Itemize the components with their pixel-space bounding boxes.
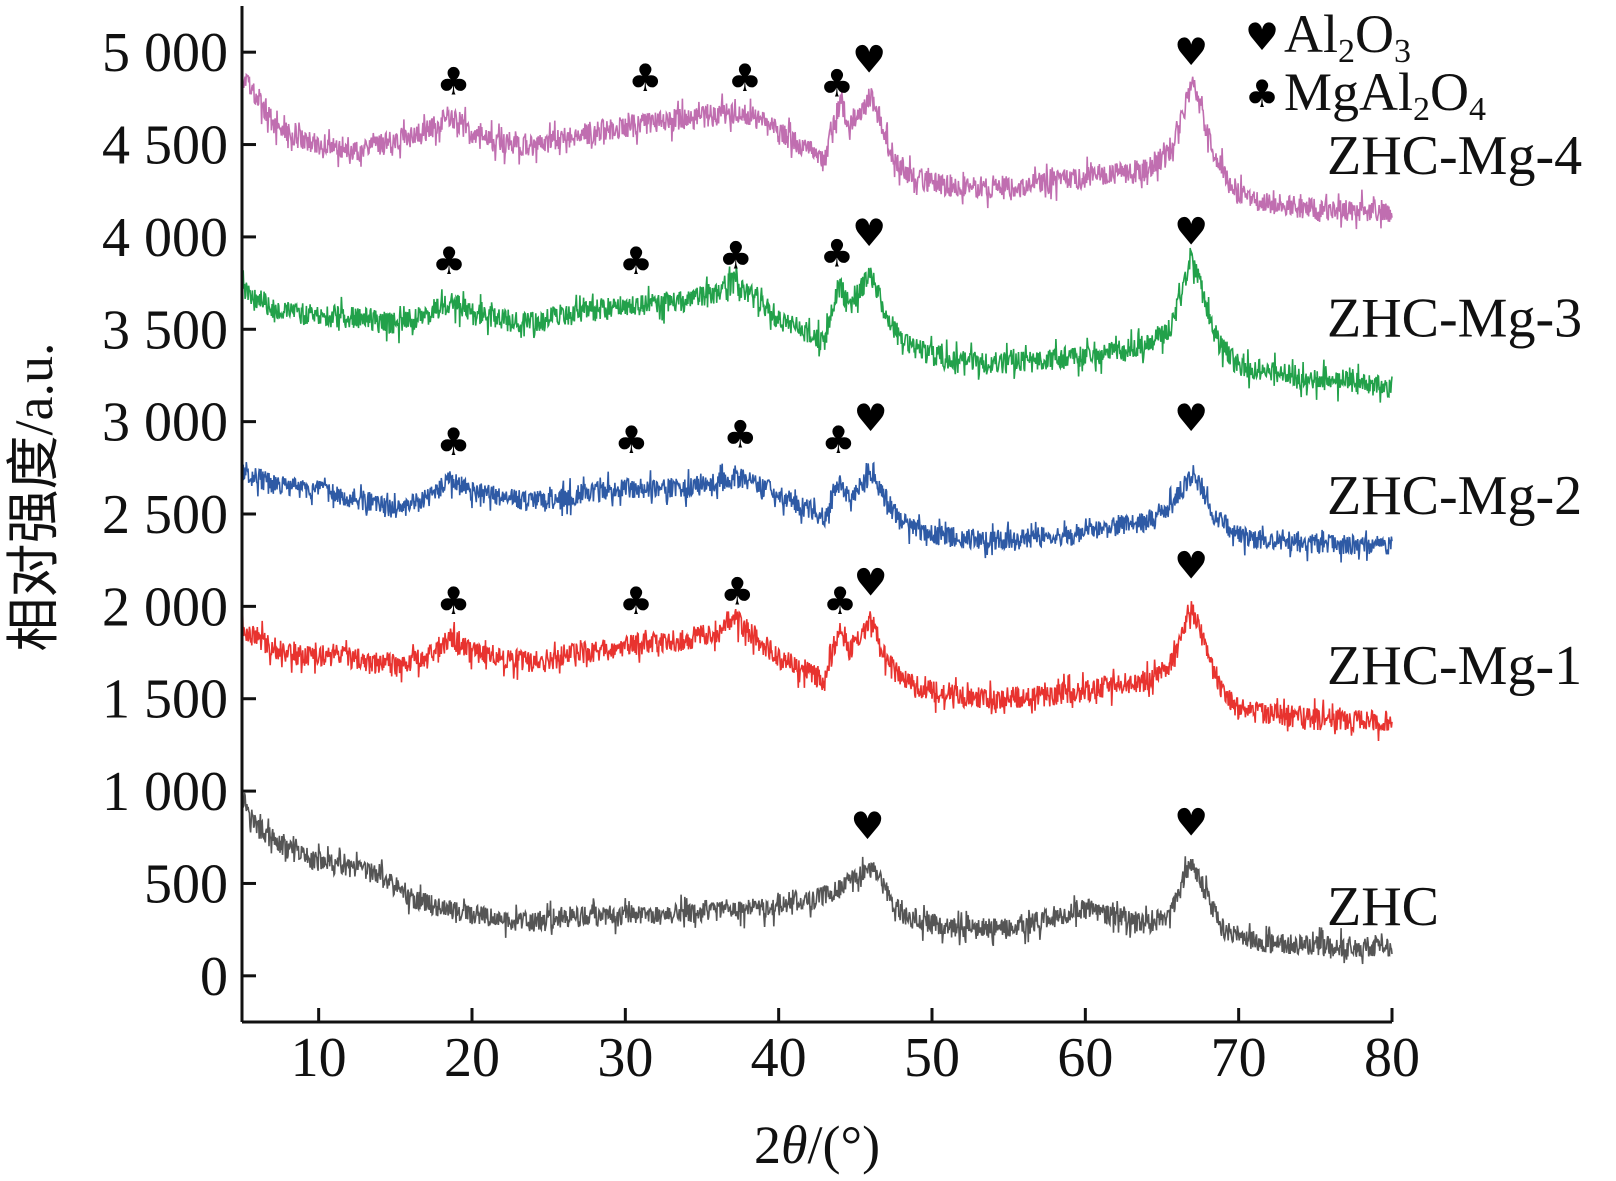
x-tick-label-60: 60 [1057,1027,1113,1089]
al2o3-peak-marker-zhc-mg-3-5: ♥ [1174,209,1208,253]
x-tick-label-40: 40 [751,1027,807,1089]
series-line-zhc-mg-2 [241,461,1393,563]
y-tick-label-3000: 3 000 [102,392,228,454]
y-tick-label-500: 500 [144,853,228,915]
legend-mgal2o4-label: MgAl2O4 [1284,62,1486,128]
al2o3-peak-marker-zhc-1: ♥ [1174,800,1208,844]
mgal2o4-peak-marker-zhc-mg-4-2: ♣ [728,56,762,100]
al2o3-peak-marker-zhc-mg-4-4: ♥ [852,38,886,82]
ticks: 10 20 30 40 50 60 70 80 0 500 1 000 1 500 2 000 2 500… [102,22,1420,1089]
legend-mgal2o4-symbol: ♣ [1245,72,1279,116]
mgal2o4-peak-marker-zhc-mg-4-1: ♣ [628,56,662,100]
series-label-zhc-mg-2: ZHC-Mg-2 [1327,465,1582,527]
series-line-zhc-mg-1 [241,601,1393,742]
y-tick-label-1500: 1 500 [102,669,228,731]
x-tick-label-80: 80 [1364,1027,1420,1089]
al2o3-peak-marker-zhc-mg-3-4: ♥ [852,211,886,255]
mgal2o4-peak-marker-zhc-mg-4-3: ♣ [820,62,854,106]
series-line-zhc [241,792,1393,965]
y-axis-title: 相对强度/a.u. [4,343,64,652]
y-tick-label-2000: 2 000 [102,576,228,638]
mgal2o4-peak-marker-zhc-mg-1-2: ♣ [720,570,754,614]
x-axis-title-suffix: /(°) [807,1115,880,1175]
y-tick-label-4500: 4 500 [102,115,228,177]
mgal2o4-peak-marker-zhc-mg-4-0: ♣ [437,60,471,104]
mgal2o4-peak-marker-zhc-mg-2-1: ♣ [614,418,648,462]
al2o3-peak-marker-zhc-mg-2-5: ♥ [1174,396,1208,440]
series-layer [241,72,1393,965]
mgal2o4-peak-marker-zhc-mg-2-3: ♣ [821,418,855,462]
x-tick-label-20: 20 [444,1027,500,1089]
series-label-zhc-mg-1: ZHC-Mg-1 [1327,635,1582,697]
x-tick-label-50: 50 [904,1027,960,1089]
x-axis-title-theta: θ [781,1115,808,1175]
y-tick-label-5000: 5 000 [102,22,228,84]
y-tick-label-0: 0 [200,946,228,1008]
mgal2o4-peak-marker-zhc-mg-3-2: ♣ [719,233,753,277]
series-labels: ZHC ZHC-Mg-1 ZHC-Mg-2 ZHC-Mg-3 ZHC-Mg-4 [1327,125,1582,938]
y-tick-label-3500: 3 500 [102,299,228,361]
mgal2o4-peak-marker-zhc-mg-2-2: ♣ [723,412,757,456]
al2o3-peak-marker-zhc-0: ♥ [851,804,885,848]
y-tick-label-4000: 4 000 [102,207,228,269]
legend-al2o3-label: Al2O3 [1284,4,1411,70]
mgal2o4-peak-marker-zhc-mg-3-1: ♣ [619,239,653,283]
x-axis-title: 2θ/(°) [754,1115,880,1175]
series-label-zhc-mg-3: ZHC-Mg-3 [1327,288,1582,350]
al2o3-peak-marker-zhc-mg-1-5: ♥ [1174,544,1208,588]
y-tick-label-1000: 1 000 [102,761,228,823]
series-label-zhc: ZHC [1327,876,1439,938]
mgal2o4-peak-marker-zhc-mg-3-0: ♣ [432,239,466,283]
al2o3-peak-marker-zhc-mg-2-4: ♥ [854,396,888,440]
x-tick-label-10: 10 [291,1027,347,1089]
legend: ♥ Al2O3 ♣ MgAl2O4 [1245,4,1486,128]
mgal2o4-peak-marker-zhc-mg-3-3: ♣ [820,231,854,275]
mgal2o4-peak-marker-zhc-mg-1-3: ♣ [823,579,857,623]
y-tick-label-2500: 2 500 [102,484,228,546]
series-line-zhc-mg-3 [241,247,1393,403]
x-axis-title-prefix: 2 [754,1115,781,1175]
mgal2o4-peak-marker-zhc-mg-1-0: ♣ [437,579,471,623]
series-line-zhc-mg-4 [241,72,1393,230]
mgal2o4-peak-marker-zhc-mg-2-0: ♣ [437,420,471,464]
series-label-zhc-mg-4: ZHC-Mg-4 [1327,125,1582,187]
al2o3-peak-marker-zhc-mg-4-5: ♥ [1174,30,1208,74]
mgal2o4-peak-marker-zhc-mg-1-1: ♣ [619,579,653,623]
x-tick-label-30: 30 [597,1027,653,1089]
al2o3-peak-marker-zhc-mg-1-4: ♥ [854,560,888,604]
legend-al2o3-symbol: ♥ [1245,15,1279,59]
peak-markers: ♥ ♥♣ ♣ ♣ ♣♥ ♥♣ ♣ ♣ ♣♥ ♥♣ ♣ ♣ ♣♥ ♥♣ ♣ ♣ ♣♥ ♥ [432,30,1208,848]
x-tick-label-70: 70 [1211,1027,1267,1089]
